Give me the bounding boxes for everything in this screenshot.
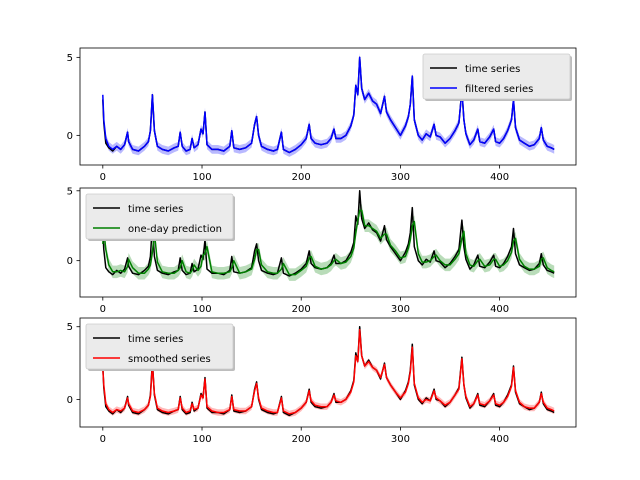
x-tick-label: 100 [192, 172, 211, 183]
legend-label: time series [128, 204, 183, 215]
subplot-2: 0 100 200 300 400 0 5 time series one-day predic… [67, 186, 577, 315]
y-tick-label: 0 [67, 395, 73, 406]
axes-frame [79, 187, 577, 298]
y-tick-label: 0 [67, 256, 73, 267]
legend: time series smoothed series [85, 323, 235, 371]
legend-box [85, 193, 234, 240]
legend: time series one-day prediction [85, 193, 235, 241]
legend-label: one-day prediction [128, 224, 222, 235]
x-tick-label: 100 [192, 304, 211, 315]
series-line-filtered-series [102, 56, 555, 154]
y-tick-label: 5 [67, 53, 73, 64]
legend-box [85, 323, 234, 370]
subplot-3: 0 100 200 300 400 0 5 time series smoothed serie… [67, 317, 577, 445]
plot-area [102, 325, 555, 418]
y-tick-label: 5 [67, 186, 73, 197]
x-tick-label: 0 [100, 434, 106, 445]
legend-box [422, 53, 571, 100]
x-tick-label: 400 [490, 172, 509, 183]
series-line-smoothed-series [102, 328, 555, 415]
legend-label: smoothed series [128, 354, 211, 365]
legend-label: time series [465, 64, 520, 75]
y-tick-label: 5 [67, 322, 73, 333]
x-tick-label: 0 [100, 172, 106, 183]
x-tick-label: 0 [100, 304, 106, 315]
plot-area [102, 53, 555, 157]
x-tick-label: 200 [292, 434, 311, 445]
legend-label: filtered series [465, 84, 533, 95]
axes-frame [79, 317, 577, 428]
legend-label: time series [128, 334, 183, 345]
x-tick-label: 300 [391, 434, 410, 445]
x-tick-label: 300 [391, 304, 410, 315]
subplot-1: 0 100 200 300 400 0 5 time series filtered serie… [67, 47, 577, 183]
y-tick-label: 0 [67, 131, 73, 142]
plot-area [102, 190, 555, 281]
x-tick-label: 400 [490, 304, 509, 315]
subplot-panels: 0 100 200 300 400 0 5 time series filtered serie… [67, 47, 577, 445]
x-tick-label: 100 [192, 434, 211, 445]
x-tick-label: 300 [391, 172, 410, 183]
legend: time series filtered series [422, 53, 572, 101]
axes-frame [79, 47, 577, 166]
series-line-one-day-prediction [102, 209, 555, 276]
x-tick-label: 200 [292, 172, 311, 183]
confidence-band-smoothed-series [102, 326, 555, 418]
confidence-band-filtered-series [102, 53, 555, 157]
x-tick-label: 200 [292, 304, 311, 315]
x-tick-label: 400 [490, 434, 509, 445]
